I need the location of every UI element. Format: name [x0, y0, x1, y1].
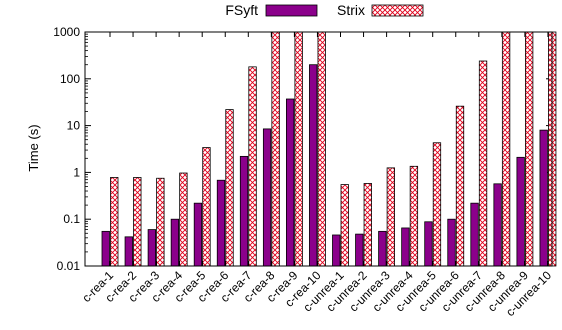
bar-strix-c-rea-7 [248, 66, 257, 267]
y-tick-label: 1 [73, 165, 80, 179]
bar-fsyft-c-unrea-4 [401, 227, 410, 267]
bar-strix-c-unrea-4 [409, 165, 419, 267]
bar-fsyft-c-rea-10 [309, 64, 318, 267]
legend-swatch-fsyft [265, 4, 318, 17]
bar-strix-c-rea-9 [294, 31, 303, 267]
bar-fsyft-c-unrea-10 [539, 129, 548, 267]
bar-strix-c-rea-8 [271, 31, 280, 267]
y-tick-label: 10 [67, 119, 81, 133]
legend-swatch-strix [371, 4, 424, 17]
bar-strix-c-rea-2 [133, 177, 142, 267]
bar-fsyft-c-rea-2 [124, 236, 133, 267]
bar-fsyft-c-unrea-7 [470, 202, 479, 267]
bar-fsyft-c-rea-6 [216, 179, 226, 267]
bar-strix-c-unrea-5 [432, 142, 442, 267]
bar-strix-c-rea-10 [317, 31, 326, 267]
bar-strix-c-unrea-9 [525, 31, 534, 267]
y-axis-label: Time (s) [26, 124, 41, 171]
bar-strix-c-rea-4 [179, 172, 188, 267]
legend-label-strix: Strix [337, 2, 365, 18]
bar-fsyft-c-rea-1 [101, 230, 110, 267]
bar-strix-c-rea-1 [110, 177, 119, 267]
bar-strix-c-rea-5 [202, 147, 211, 267]
bar-fsyft-c-unrea-1 [332, 234, 341, 267]
bar-fsyft-c-rea-3 [147, 229, 157, 267]
plot-frame [84, 31, 553, 267]
bar-strix-c-unrea-1 [340, 184, 349, 267]
bar-fsyft-c-unrea-5 [424, 221, 433, 267]
bar-fsyft-c-rea-9 [285, 98, 295, 267]
y-tick-label: 1000 [53, 25, 80, 39]
bar-fsyft-c-rea-8 [262, 128, 272, 267]
bar-fsyft-c-unrea-6 [447, 218, 456, 267]
bar-strix-c-unrea-2 [363, 183, 372, 267]
y-tick-label: 100 [60, 72, 80, 86]
bar-strix-c-unrea-6 [455, 105, 465, 267]
y-tick-label: 0.01 [57, 259, 81, 273]
bar-strix-c-rea-3 [156, 177, 165, 267]
bar-fsyft-c-rea-7 [239, 155, 249, 267]
legend: FSyft Strix [225, 2, 424, 18]
bar-fsyft-c-unrea-9 [516, 156, 525, 267]
bar-fsyft-c-unrea-2 [355, 233, 364, 267]
bar-fsyft-c-unrea-3 [378, 230, 387, 267]
bar-fsyft-c-rea-4 [170, 218, 180, 267]
bar-strix-c-unrea-3 [386, 167, 396, 267]
legend-label-fsyft: FSyft [225, 2, 258, 18]
bars [101, 31, 557, 267]
bar-strix-c-unrea-8 [501, 31, 511, 267]
bar-strix-c-unrea-7 [478, 60, 488, 267]
y-tick-label: 0.1 [63, 212, 80, 226]
bar-fsyft-c-unrea-8 [493, 183, 502, 267]
bar-strix-c-rea-6 [225, 109, 234, 267]
bar-fsyft-c-rea-5 [193, 202, 203, 267]
